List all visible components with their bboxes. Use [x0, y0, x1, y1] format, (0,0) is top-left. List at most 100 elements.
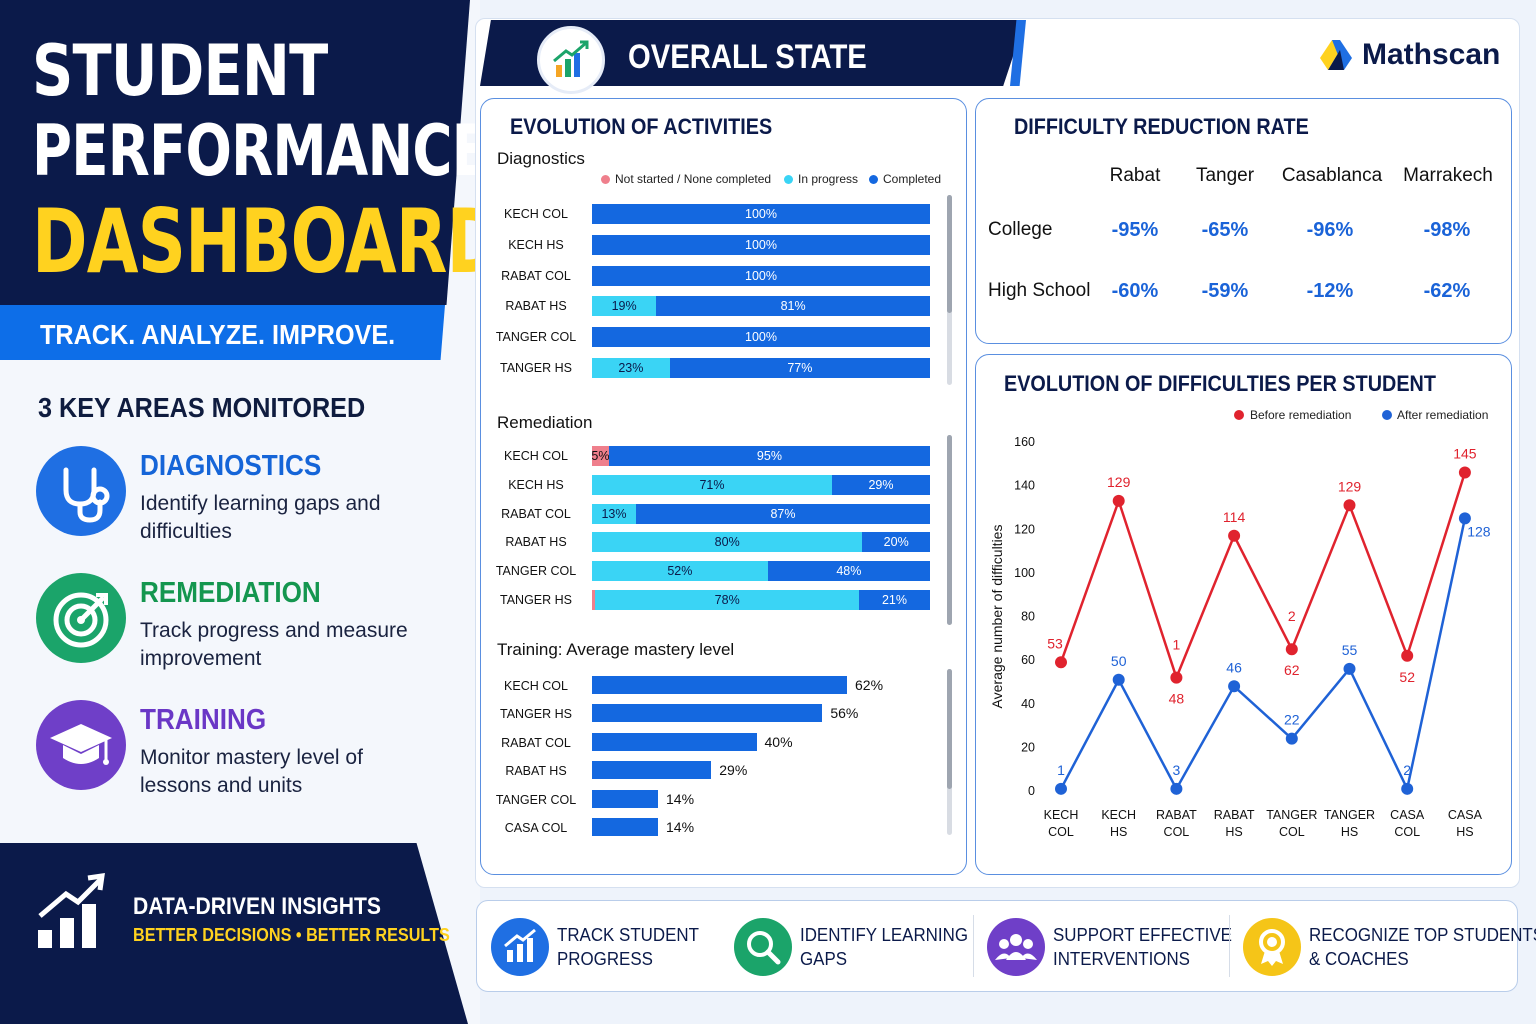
rate-value: -98%: [1423, 219, 1471, 241]
y-tick-label: 100: [1014, 566, 1035, 580]
x-tick-label: KECH: [1044, 808, 1079, 822]
bar-track: 100%: [592, 234, 930, 255]
bar-segment: 77%: [669, 358, 930, 378]
bar-segment: 29%: [831, 474, 930, 495]
bar-segment: 81%: [656, 296, 930, 317]
data-label: 53: [1047, 635, 1063, 651]
data-point: [1055, 656, 1067, 669]
bar-segment: 20%: [862, 532, 930, 553]
y-tick-label: 40: [1021, 697, 1035, 711]
evolution-line-chart: Before remediation After remediation 0 20 40…: [989, 408, 1491, 839]
data-label: 128: [1467, 523, 1491, 539]
activities-panel: EVOLUTION OF ACTIVITIES Diagnostics Not …: [480, 98, 967, 875]
data-label: 129: [1107, 474, 1131, 490]
tagline: TRACK. ANALYZE. IMPROVE.: [40, 319, 396, 350]
hero-line-3: DASHBOARD: [32, 190, 502, 293]
difficulty-reduction-title: DIFFICULTY REDUCTION RATE: [1014, 114, 1309, 139]
area-diagnostics: DIAGNOSTICS Identify learning gaps and d…: [36, 446, 456, 556]
data-label: 3: [1173, 762, 1181, 778]
legend-swatch: [1382, 410, 1392, 420]
divider: [973, 915, 974, 977]
feature-track-progress: TRACK STUDENT PROGRESS: [477, 901, 727, 993]
legend-label: Before remediation: [1250, 408, 1351, 422]
bar-label: RABAT COL: [501, 506, 571, 521]
series-line: [1059, 518, 1467, 793]
remediation-label: Remediation: [497, 413, 593, 432]
bar-label: RABAT HS: [505, 535, 567, 550]
bar-segment: 95%: [608, 446, 930, 466]
bar-segment: 71%: [592, 474, 832, 495]
data-label: 129: [1338, 478, 1362, 494]
diagnostics-scroll-thumb[interactable]: [947, 195, 952, 313]
bar-track: 19% 81%: [592, 296, 930, 317]
area-desc: Track progress and measure improvement: [140, 619, 408, 670]
bar-label: TANGER COL: [495, 564, 577, 579]
mastery-value: 14%: [666, 790, 695, 807]
bar-track: 71% 29%: [592, 474, 930, 495]
area-remediation: REMEDIATION Track progress and measure i…: [36, 573, 456, 683]
bar-segment: 5%: [592, 446, 609, 466]
bar-track: 13% 87%: [592, 503, 930, 524]
table-row: KECH COL 100%: [491, 204, 931, 224]
column-header: Casablanca: [1281, 165, 1383, 186]
remediation-scroll-thumb[interactable]: [947, 435, 952, 625]
mastery-bar: [592, 818, 658, 836]
x-tick-label: CASA: [1448, 808, 1483, 822]
y-axis-label: Average number of difficulties: [989, 525, 1005, 709]
hero-line-2: PERFORMANCE: [32, 110, 489, 192]
y-tick-label: 0: [1028, 784, 1035, 798]
insights-banner: [0, 843, 468, 1024]
x-tick-label: CASA: [1390, 808, 1425, 822]
rate-value: -65%: [1201, 219, 1249, 241]
y-tick-label: 80: [1021, 610, 1035, 624]
bar-segment: 100%: [592, 265, 930, 286]
table-row: RABAT HS 29%: [491, 761, 931, 781]
series-line: [1059, 472, 1467, 682]
data-label: 114: [1223, 509, 1246, 525]
row-label-high-school: High School: [988, 280, 1091, 301]
table-row: RABAT COL 100%: [491, 265, 931, 286]
bar-label: KECH COL: [504, 679, 568, 693]
column-header: Tanger: [1195, 165, 1255, 186]
divider: [1229, 915, 1230, 977]
legend-completed: Completed: [869, 172, 941, 186]
column-header: Marrakech: [1403, 165, 1493, 186]
table-row: TANGER COL 100%: [491, 327, 931, 348]
evolution-chart-panel: EVOLUTION OF DIFFICULTIES PER STUDENT Be…: [975, 354, 1512, 875]
hero-banner: [0, 0, 470, 305]
activities-title: EVOLUTION OF ACTIVITIES: [510, 114, 773, 139]
x-tick-label: RABAT: [1156, 808, 1197, 822]
data-point: [1112, 494, 1125, 507]
area-training: TRAINING Monitor mastery level of lesson…: [36, 700, 456, 810]
data-label: 55: [1342, 642, 1358, 658]
data-point: [1458, 512, 1471, 525]
data-label: 2: [1288, 608, 1296, 624]
chart-title: EVOLUTION OF DIFFICULTIES PER STUDENT: [1004, 371, 1436, 396]
bar-track: 52% 48%: [592, 561, 930, 582]
area-title: TRAINING: [140, 704, 267, 736]
x-tick-label: COL: [1279, 825, 1305, 839]
data-label: 50: [1111, 653, 1127, 669]
bar-track: 23% 77%: [592, 358, 930, 378]
bar-label: TANGER HS: [500, 361, 572, 375]
bar-label: RABAT COL: [501, 268, 571, 283]
bar-segment: [592, 590, 596, 610]
table-row: RABAT HS 80% 20%: [491, 532, 931, 553]
bar-segment: 23%: [592, 358, 670, 378]
data-label: 48: [1169, 691, 1185, 707]
rate-value: -95%: [1111, 219, 1159, 241]
x-tick-label: COL: [1164, 825, 1190, 839]
bar-label: KECH COL: [504, 449, 568, 463]
bar-label: RABAT HS: [505, 299, 567, 314]
legend-progress: In progress: [784, 172, 858, 186]
area-title: DIAGNOSTICS: [140, 450, 322, 482]
training-scroll-thumb[interactable]: [947, 669, 952, 789]
data-label: 46: [1226, 659, 1242, 675]
data-label: 62: [1284, 662, 1300, 678]
mastery-value: 40%: [764, 733, 793, 750]
y-tick-label: 60: [1021, 653, 1035, 667]
data-point: [1228, 529, 1241, 542]
data-label: 2: [1403, 762, 1411, 778]
mathscan-logo-icon: [1320, 40, 1352, 70]
mastery-bar: [592, 676, 847, 694]
